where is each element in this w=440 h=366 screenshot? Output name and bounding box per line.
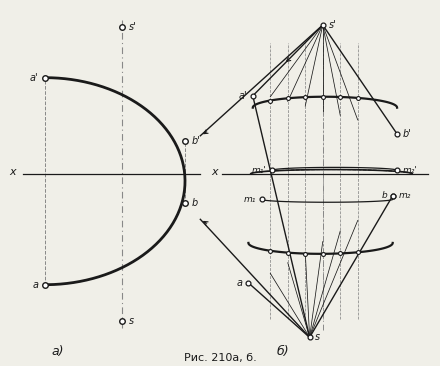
Text: b': b': [192, 136, 201, 146]
Text: а): а): [52, 346, 65, 358]
Text: b: b: [381, 191, 387, 200]
Text: b': b': [403, 129, 412, 139]
Text: Рис. 210а, б.: Рис. 210а, б.: [183, 353, 257, 363]
Text: a': a': [238, 91, 247, 101]
Text: x: x: [9, 167, 16, 177]
Text: s: s: [315, 332, 320, 342]
Text: s: s: [128, 316, 134, 326]
Text: b: b: [192, 198, 198, 208]
Text: a: a: [32, 280, 38, 290]
Text: x: x: [211, 167, 218, 177]
Text: s': s': [328, 20, 336, 30]
Text: a: a: [237, 278, 243, 288]
Text: б): б): [277, 346, 290, 358]
Text: m₂': m₂': [403, 166, 418, 175]
Text: m₂: m₂: [398, 191, 411, 200]
Text: a': a': [29, 73, 38, 83]
Text: m₁': m₁': [252, 166, 267, 175]
Text: m₁: m₁: [243, 195, 256, 204]
Text: s': s': [128, 22, 136, 32]
